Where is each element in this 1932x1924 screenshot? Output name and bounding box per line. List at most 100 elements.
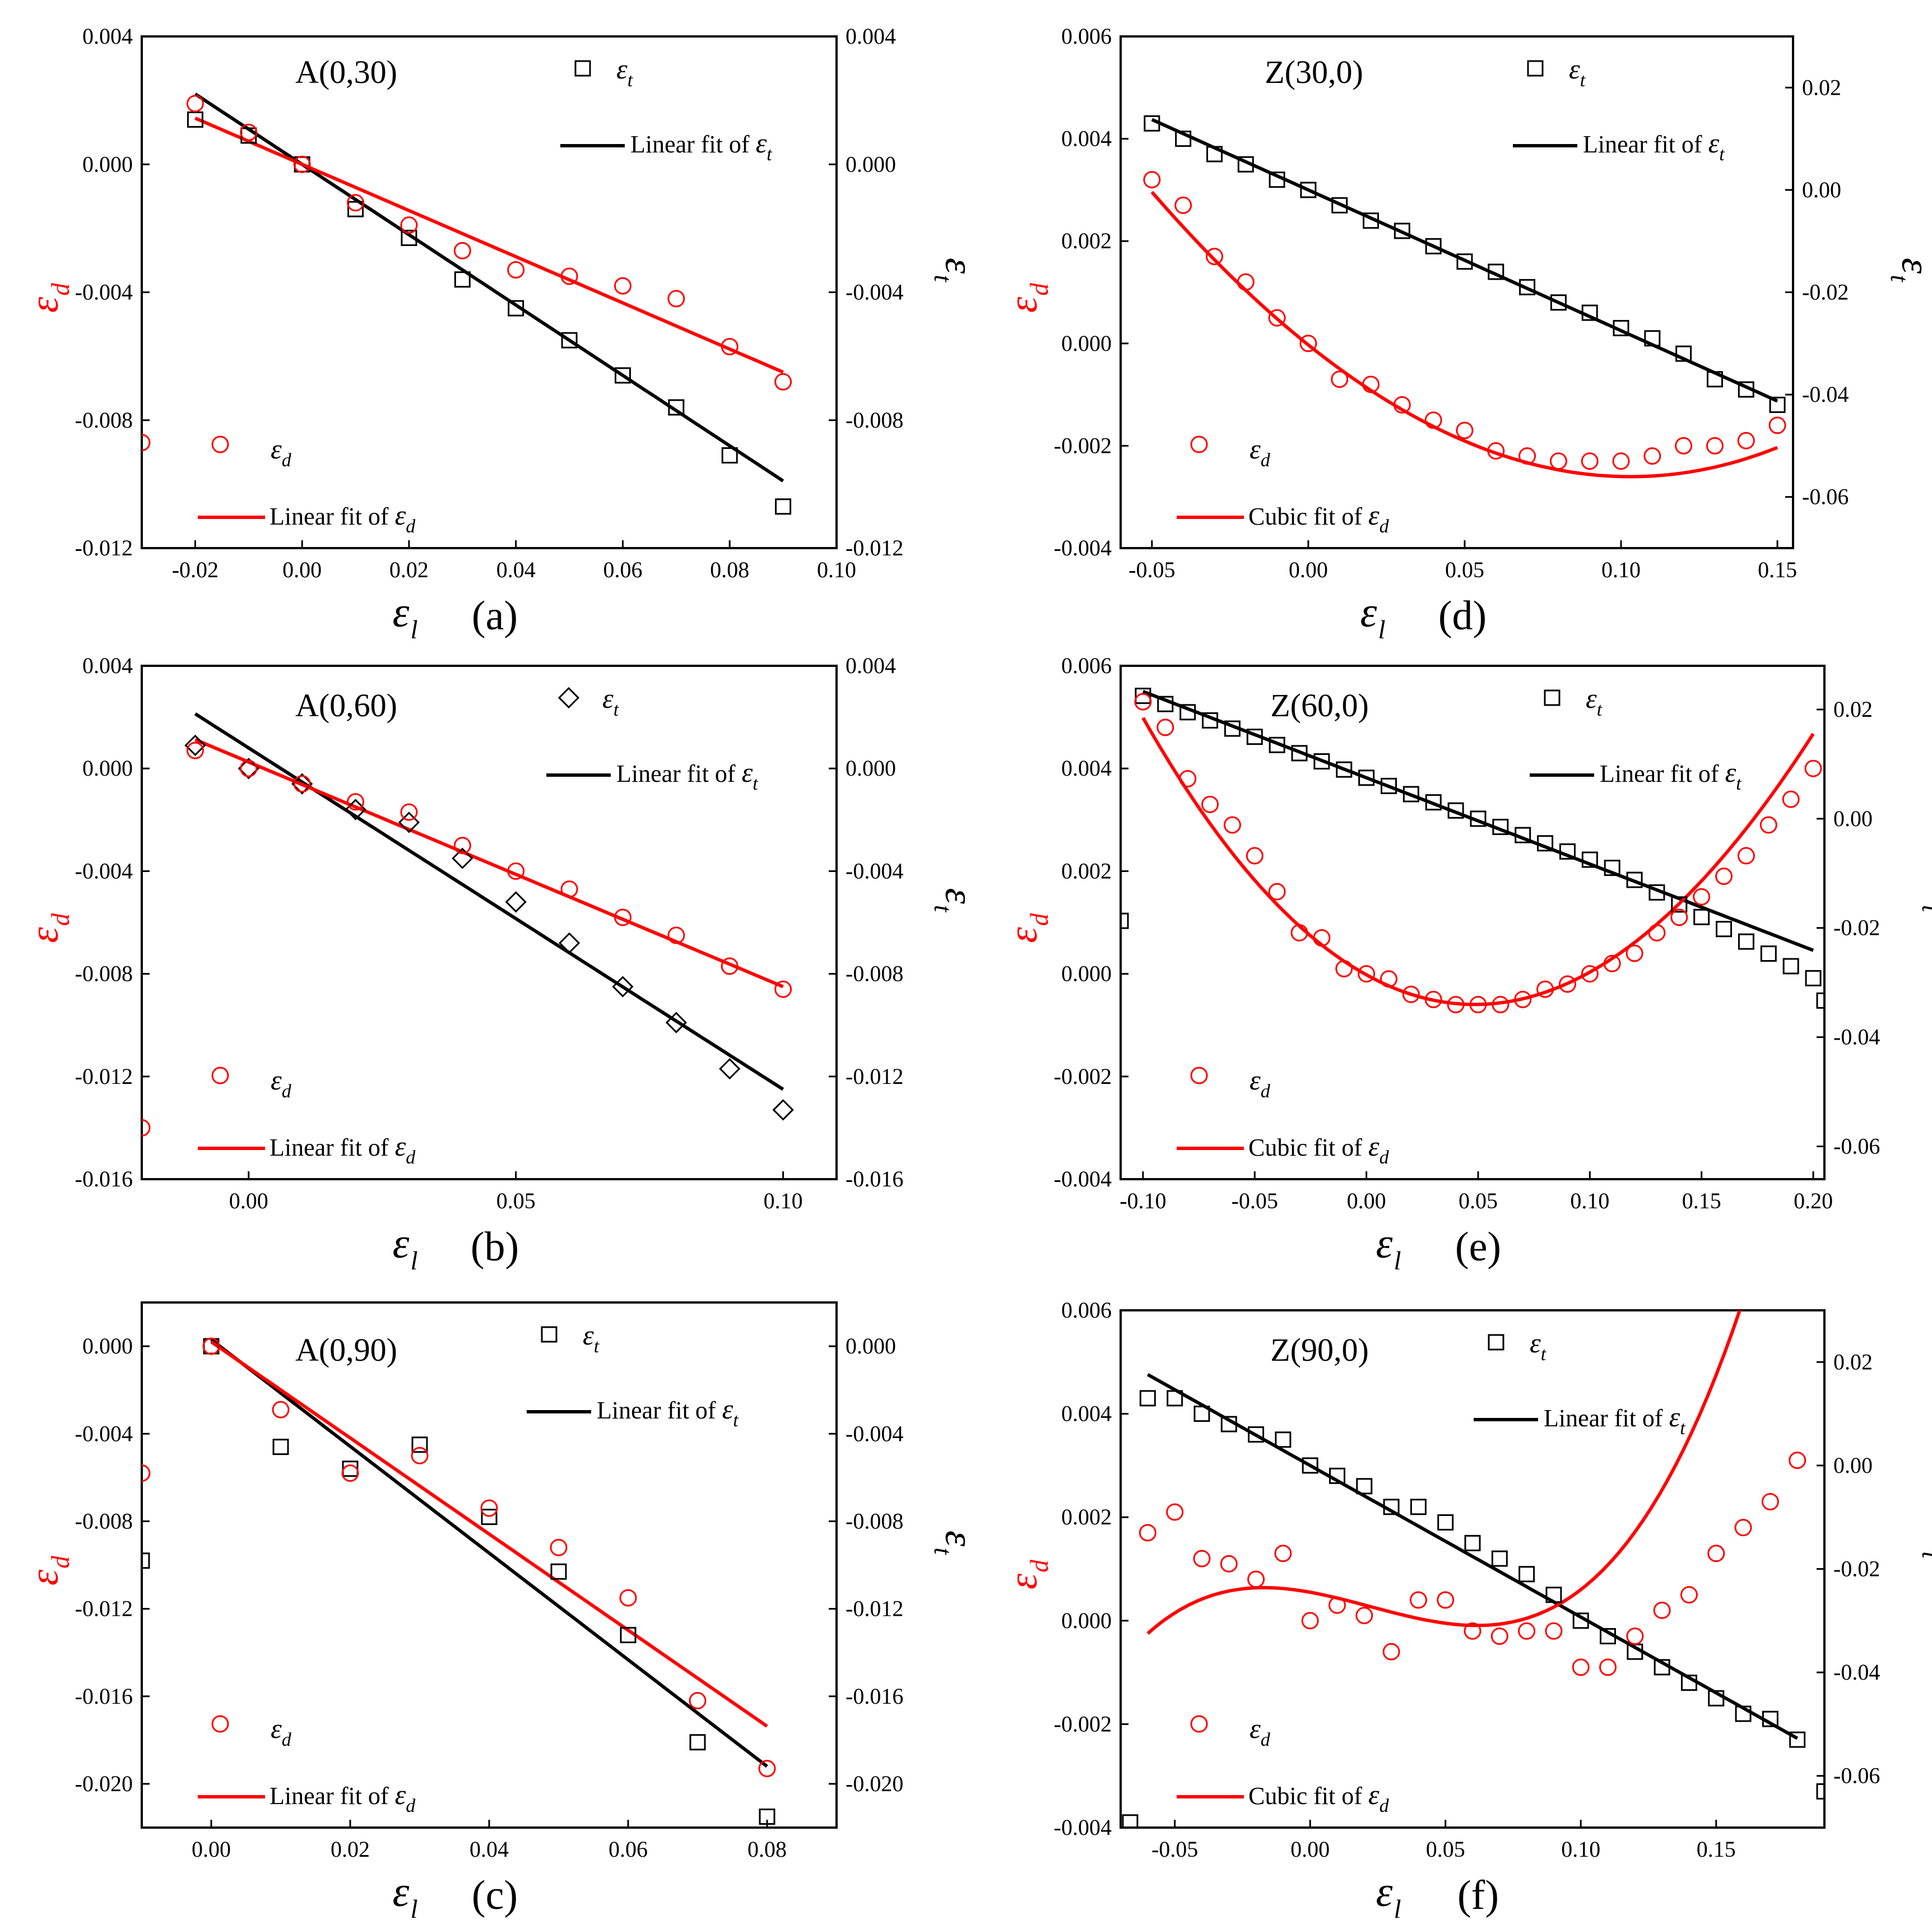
point-d [1174,196,1192,214]
plot-area [142,92,792,515]
point-t [142,1552,150,1569]
y-right-tick-label: 0.004 [846,24,896,49]
panel-title: A(0,90) [295,1332,397,1368]
y-left-tick-label: -0.008 [75,961,133,986]
point-t [1816,992,1824,1009]
point-d [1536,980,1554,998]
point-t [505,891,527,913]
point-t [1519,279,1536,295]
point-t [1654,1659,1670,1676]
x-tick-label: -0.02 [172,557,219,582]
point-t [452,847,473,869]
point-t [1175,131,1192,147]
panel-caption: (d) [1438,593,1487,639]
y-left-axis-label: εd [1001,1560,1053,1589]
point-t [1246,729,1263,745]
point-d [1362,375,1380,393]
legend-t-marker [1544,689,1561,706]
y-right-tick-label: -0.06 [1833,1134,1880,1159]
y-left-tick-label: 0.002 [1061,1504,1112,1529]
point-d [240,123,258,141]
y-left-tick-label: 0.004 [1061,755,1112,781]
point-d [1804,759,1822,777]
y-left-tick-label: 0.000 [82,1333,133,1359]
point-d [1205,248,1223,266]
point-t [1275,1431,1292,1448]
point-t [558,932,580,954]
point-d [1393,396,1411,414]
point-t [411,1436,428,1453]
point-t [1121,912,1129,929]
y-right-tick-label: -0.016 [846,1166,903,1192]
y-right-tick-label: -0.008 [846,407,903,433]
point-t [1675,345,1692,362]
plot-frame [1120,665,1826,1180]
point-d [1759,816,1777,834]
point-t [759,1808,775,1825]
y-right-tick-label: -0.04 [1833,1659,1880,1685]
y-right-tick-label: 0.000 [846,151,896,177]
point-t [1644,330,1661,347]
legend-t-fit-label: Linear fit of εt [597,1393,739,1431]
point-d [142,1119,151,1137]
point-t [1144,115,1160,132]
point-d [1313,929,1331,947]
y-left-tick-label: -0.008 [75,1508,133,1533]
x-tick-label: 0.08 [710,557,749,582]
plot-area [1122,1310,1824,1828]
legend-d-fit-label: Linear fit of εd [270,499,416,537]
legend-d-label: εd [1250,1064,1271,1102]
legend-t-label: εt [616,53,634,91]
point-d [1402,985,1420,1003]
plot-area [142,1337,776,1825]
point-d [1599,1658,1617,1676]
point-t [401,229,417,246]
point-d [186,95,204,113]
point-d [1626,944,1643,962]
point-d [560,267,578,285]
point-d [1680,1586,1698,1604]
point-t [1291,745,1308,762]
panel-caption: (c) [472,1872,518,1918]
point-t [1537,835,1554,852]
point-d [1246,847,1264,865]
point-t [1680,1675,1697,1691]
legend-t-marker [574,60,591,77]
point-t [1220,1416,1237,1432]
point-d [560,880,578,898]
fit-line-t [1142,690,1814,952]
point-d [619,1589,637,1607]
plot-frame [141,1301,838,1829]
point-t [1708,1690,1725,1707]
point-t [612,976,634,998]
y-right-tick-label: 0.02 [1833,1349,1873,1374]
point-d [1220,1555,1238,1573]
point-d [1603,954,1621,972]
legend-d-label: εd [271,1713,292,1750]
point-t [772,1099,794,1121]
legend-t-fit-label: Linear fit of εt [630,127,773,165]
point-d [1437,1591,1455,1609]
fit-line-t [1151,118,1778,403]
point-t [719,1058,741,1080]
legend-t-label: εt [1586,683,1603,720]
point-t [668,399,685,416]
point-d [1179,770,1197,788]
legend-d-fit-label: Cubic fit of εd [1248,499,1390,537]
point-t [1604,860,1620,877]
y-left-tick-label: -0.002 [1054,433,1112,458]
legend-t-label: εt [602,683,620,720]
x-tick-label: 0.08 [747,1837,787,1862]
point-d [1572,1658,1590,1676]
legend-t-fit-label: Linear fit of εt [1583,127,1725,165]
y-left-axis-label: εd [22,913,75,943]
panel-caption: (f) [1457,1872,1499,1918]
point-t [665,1012,687,1033]
point-t [1193,1406,1210,1422]
point-d [1558,975,1576,993]
point-d [1715,868,1733,885]
legend-d-fit-label: Linear fit of εd [270,1130,416,1168]
point-d [142,434,151,452]
point-t [1600,1628,1617,1644]
x-tick-label: 0.10 [1561,1837,1600,1862]
